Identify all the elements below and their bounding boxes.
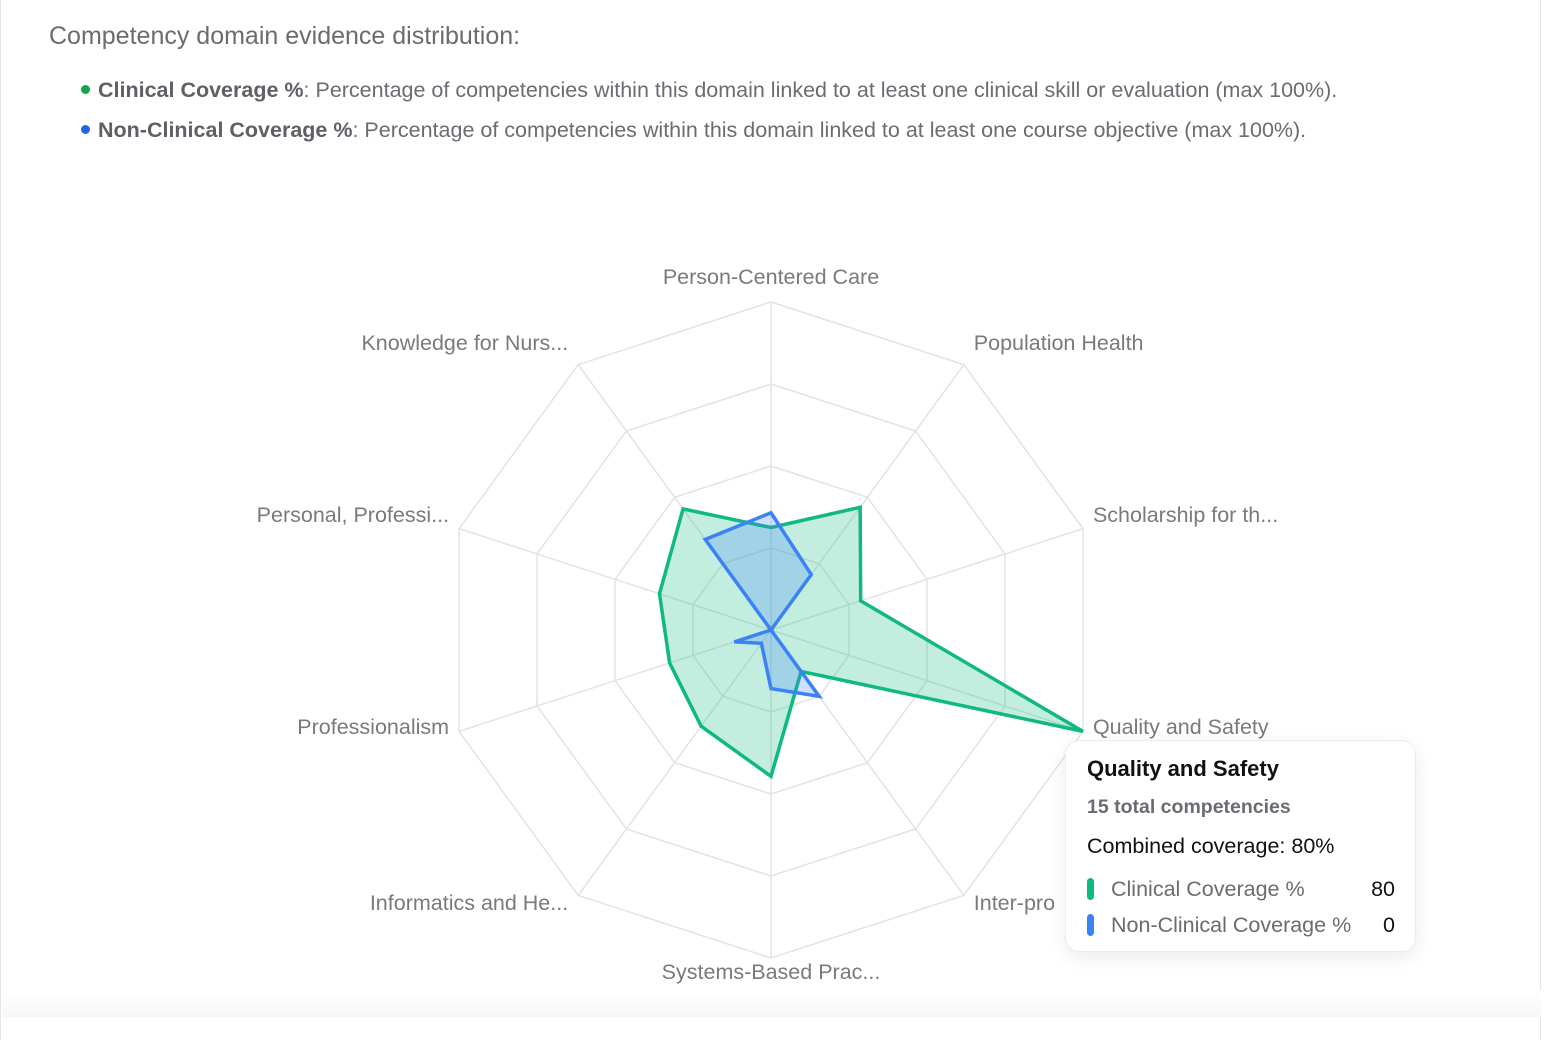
grid-spoke [458,527,772,631]
grid-spoke [770,629,1084,733]
tooltip-row-clinical: Clinical Coverage % 80 [1087,871,1395,907]
tooltip-combined-coverage: Combined coverage: 80% [1087,834,1335,858]
tooltip-series-name: Non-Clinical Coverage % [1111,912,1352,937]
legend-name: Non-Clinical Coverage % [98,118,353,142]
chart-tooltip: Quality and Safety 15 total competencies… [1065,740,1416,952]
radar-series[interactable] [657,505,1084,780]
tooltip-row-non-clinical: Non-Clinical Coverage % 0 [1087,907,1395,943]
green-bar-icon [1087,878,1094,900]
non-clinical-coverage-area[interactable] [702,510,824,699]
grid-spoke [770,527,1084,631]
tooltip-series-name: Clinical Coverage % [1111,876,1305,901]
grid-spoke [458,629,772,733]
tooltip-total-competencies: 15 total competencies [1087,796,1291,818]
clinical-coverage-area[interactable] [657,505,1084,780]
axis-label: Population Health [973,330,1144,355]
axis-label: Professionalism [297,715,450,740]
chart-heading: Competency domain evidence distribution: [49,22,521,50]
legend-item-non-clinical: Non-Clinical Coverage %: Percentage of c… [81,114,1481,146]
legend-description: : Percentage of competencies within this… [352,118,1307,142]
legend-item-clinical: Clinical Coverage %: Percentage of compe… [81,74,1481,106]
blue-dot-icon [81,125,90,134]
green-dot-icon [81,85,90,94]
axis-label: Systems-Based Prac... [661,960,881,984]
radar-chart[interactable] [0,0,1544,1018]
axis-label: Inter-pro [973,891,1056,916]
axis-label: Person-Centered Care [662,265,880,289]
legend-name: Clinical Coverage % [98,78,304,102]
axis-label: Scholarship for th... [1092,502,1279,527]
axis-label: Knowledge for Nurs... [361,330,569,355]
grid-spoke [577,629,772,896]
legend: Clinical Coverage %: Percentage of compe… [81,74,1481,154]
axis-label: Informatics and He... [369,891,569,916]
blue-bar-icon [1087,914,1094,936]
axis-label: Quality and Safety [1092,715,1269,740]
tooltip-series-value: 80 [1371,876,1395,901]
tooltip-series-value: 0 [1383,912,1395,937]
tooltip-title: Quality and Safety [1087,756,1279,781]
axis-label: Personal, Professi... [256,502,450,527]
legend-description: : Percentage of competencies within this… [303,78,1338,102]
bottom-edge [2,990,1541,1018]
